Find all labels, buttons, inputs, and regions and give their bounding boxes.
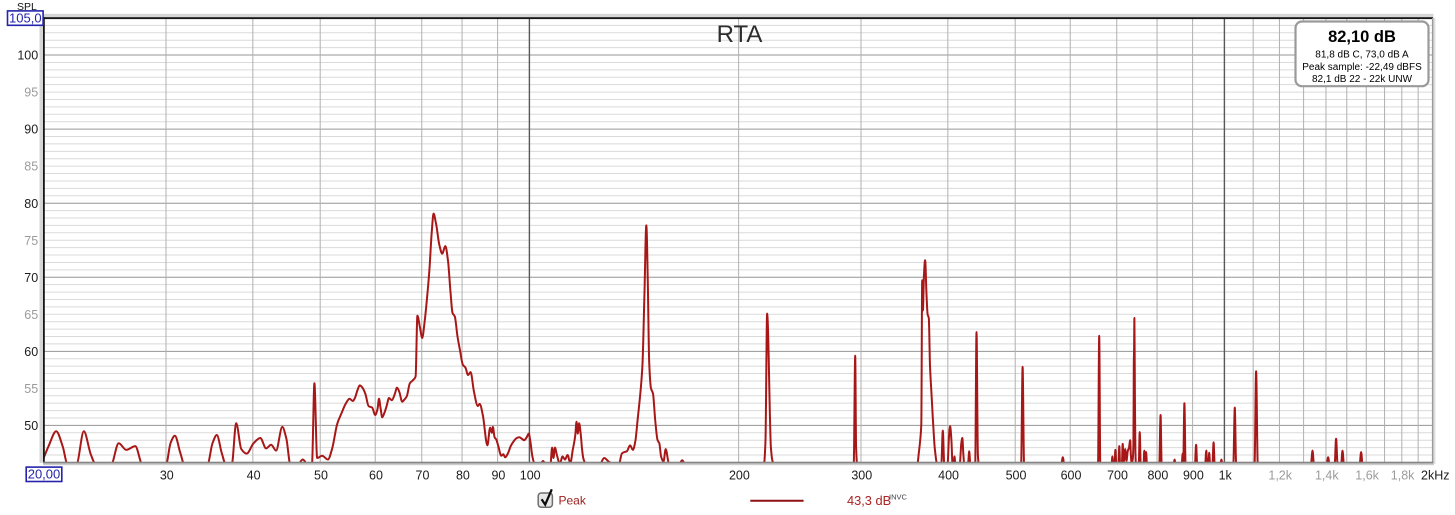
svg-text:1,6k: 1,6k <box>1355 468 1379 482</box>
svg-text:1,8k: 1,8k <box>1391 468 1415 482</box>
svg-text:90: 90 <box>24 123 38 137</box>
svg-text:2kHz: 2kHz <box>1421 468 1449 482</box>
svg-text:95: 95 <box>24 86 38 100</box>
svg-text:90: 90 <box>491 468 505 482</box>
svg-text:82,1 dB 22 - 22k UNW: 82,1 dB 22 - 22k UNW <box>1312 74 1413 85</box>
svg-text:1k: 1k <box>1219 468 1233 482</box>
svg-text:1,2k: 1,2k <box>1268 468 1292 482</box>
svg-text:100: 100 <box>17 49 38 63</box>
svg-text:82,10 dB: 82,10 dB <box>1328 28 1396 46</box>
svg-text:800: 800 <box>1147 468 1168 482</box>
svg-text:300: 300 <box>851 468 872 482</box>
svg-text:65: 65 <box>24 308 38 322</box>
svg-text:200: 200 <box>729 468 750 482</box>
svg-text:105,0: 105,0 <box>9 11 42 26</box>
svg-text:60: 60 <box>369 468 383 482</box>
svg-text:75: 75 <box>24 234 38 248</box>
svg-text:600: 600 <box>1061 468 1082 482</box>
svg-text:INVC: INVC <box>889 493 908 502</box>
svg-text:400: 400 <box>938 468 959 482</box>
svg-text:80: 80 <box>24 197 38 211</box>
svg-text:30: 30 <box>160 468 174 482</box>
svg-text:81,8 dB C, 73,0 dB A: 81,8 dB C, 73,0 dB A <box>1315 50 1409 61</box>
svg-text:85: 85 <box>24 160 38 174</box>
svg-text:Peak: Peak <box>559 493 587 507</box>
svg-text:700: 700 <box>1107 468 1128 482</box>
svg-text:900: 900 <box>1183 468 1204 482</box>
svg-text:70: 70 <box>416 468 430 482</box>
svg-text:SPL: SPL <box>17 1 37 13</box>
svg-text:50: 50 <box>24 419 38 433</box>
svg-text:1,4k: 1,4k <box>1315 468 1339 482</box>
svg-text:20,00: 20,00 <box>28 467 61 482</box>
svg-text:60: 60 <box>24 345 38 359</box>
svg-text:100: 100 <box>520 468 541 482</box>
svg-text:500: 500 <box>1006 468 1027 482</box>
svg-text:70: 70 <box>24 271 38 285</box>
svg-text:RTA: RTA <box>717 21 763 48</box>
svg-text:40: 40 <box>247 468 261 482</box>
svg-text:43,3 dB: 43,3 dB <box>847 493 891 508</box>
svg-text:50: 50 <box>314 468 328 482</box>
svg-text:55: 55 <box>24 382 38 396</box>
svg-text:80: 80 <box>456 468 470 482</box>
svg-text:Peak sample: -22,49 dBFS: Peak sample: -22,49 dBFS <box>1302 62 1422 73</box>
